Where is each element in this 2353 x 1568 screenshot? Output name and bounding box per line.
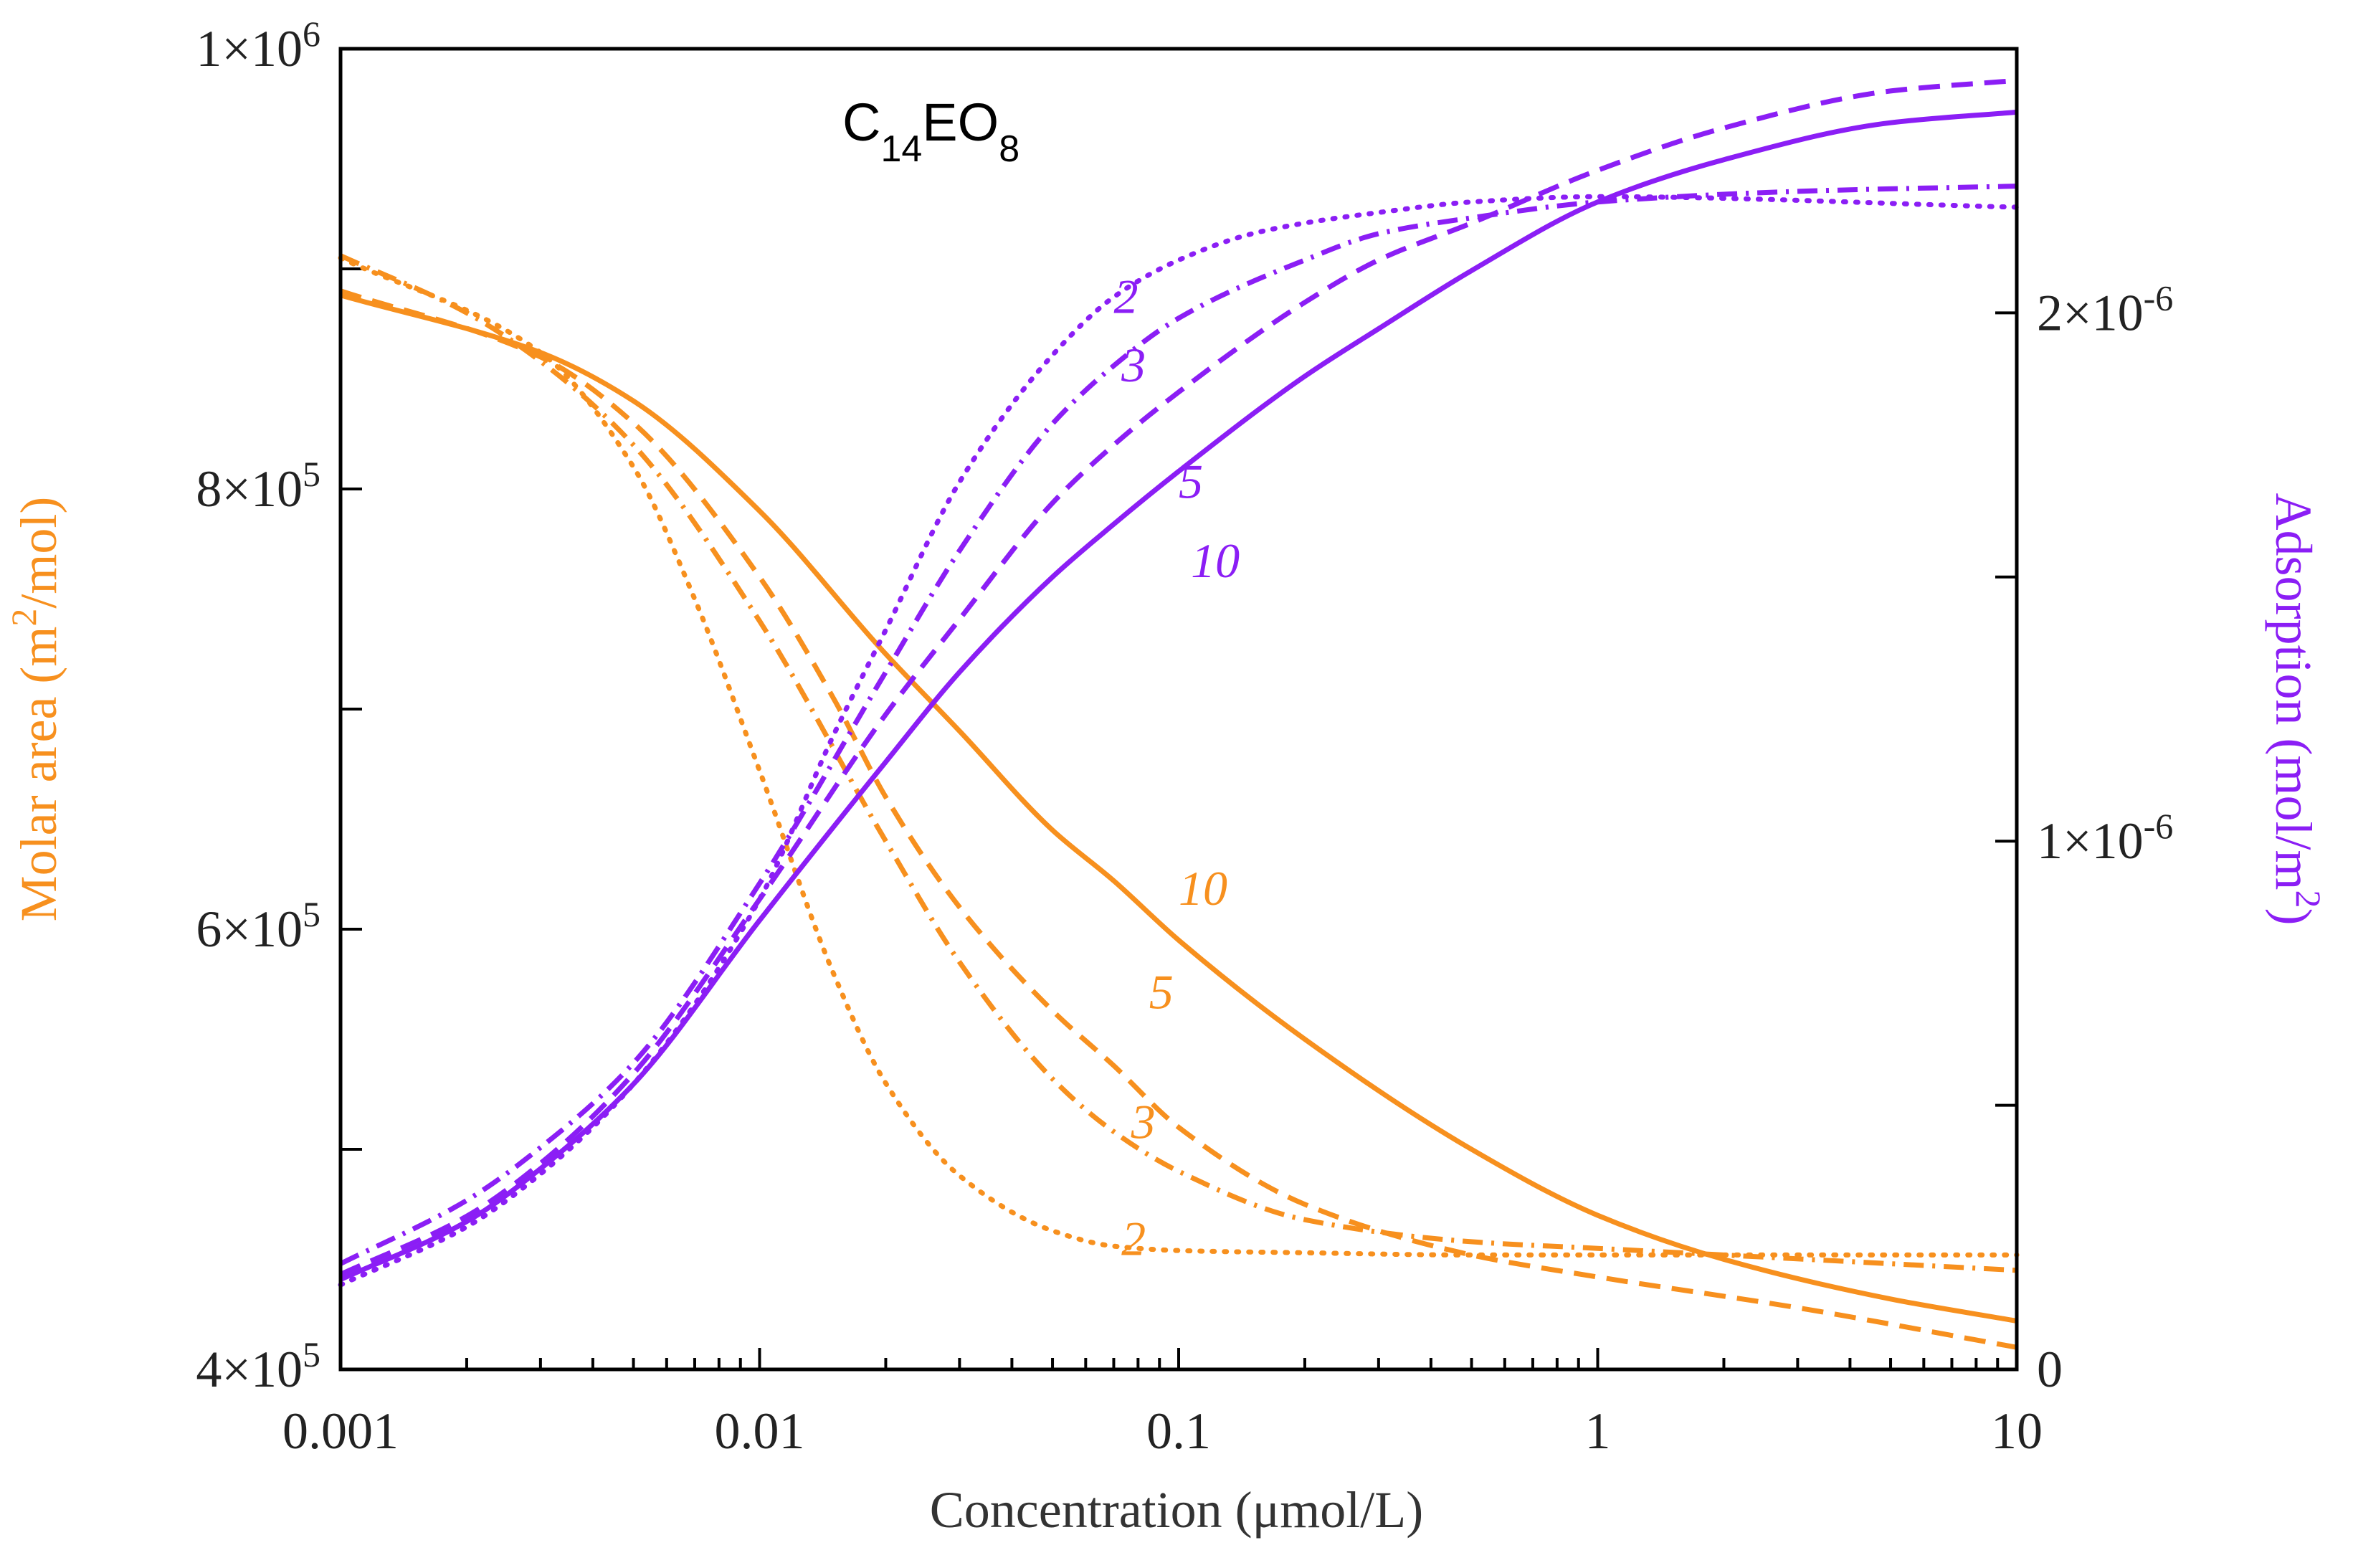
adsorption-line-3	[339, 184, 2017, 1266]
plot-frame	[338, 47, 2019, 1372]
adsorption-line-5	[339, 77, 2017, 1277]
right-tick-label: 2×10-6	[2037, 277, 2173, 341]
molar-area-line-3	[339, 253, 2017, 1273]
curve-label-right-2: 2	[1113, 269, 1138, 323]
right-axis-title: Adsorption (mol/m2)	[2265, 493, 2329, 926]
left-tick-label: 4×105	[196, 1334, 320, 1398]
left-tick-label: 1×106	[196, 14, 320, 77]
molar-area-line-2	[338, 255, 2020, 1258]
x-tick-label: 0.001	[282, 1402, 399, 1460]
x-tick-label: 0.1	[1146, 1402, 1211, 1460]
adsorption-line-10	[339, 109, 2017, 1282]
curve-label-right-3: 3	[1121, 338, 1146, 392]
series-group	[338, 77, 2020, 1350]
molar-area-line-10	[340, 293, 2017, 1324]
curve-label-left-10: 10	[1179, 861, 1227, 916]
curve-label-left-5: 5	[1149, 965, 1174, 1020]
left-axis-title: Molar area (m2/mol)	[4, 497, 67, 922]
right-tick-label: 1×10-6	[2037, 806, 2173, 870]
chart-title: C14EO8	[842, 92, 1019, 170]
x-tick-label: 10	[1991, 1402, 2043, 1460]
x-tick-label: 1	[1585, 1402, 1611, 1460]
tick-marks	[339, 47, 2017, 1371]
tick-labels: 0.001 0.01 0.1 1 10 4×105 6×105 8×105 1×106 0 1×10…	[196, 14, 2173, 1460]
curve-label-left-3: 3	[1131, 1095, 1156, 1149]
x-tick-label: 0.01	[715, 1402, 805, 1460]
curve-label-right-10: 10	[1191, 533, 1240, 588]
left-tick-label: 8×105	[196, 454, 320, 518]
curve-label-right-5: 5	[1179, 454, 1203, 508]
left-tick-label: 6×105	[196, 894, 320, 958]
right-tick-label: 0	[2037, 1341, 2063, 1398]
x-axis-title: Concentration (μmol/L)	[930, 1481, 1423, 1539]
curve-label-left-2: 2	[1121, 1211, 1146, 1265]
